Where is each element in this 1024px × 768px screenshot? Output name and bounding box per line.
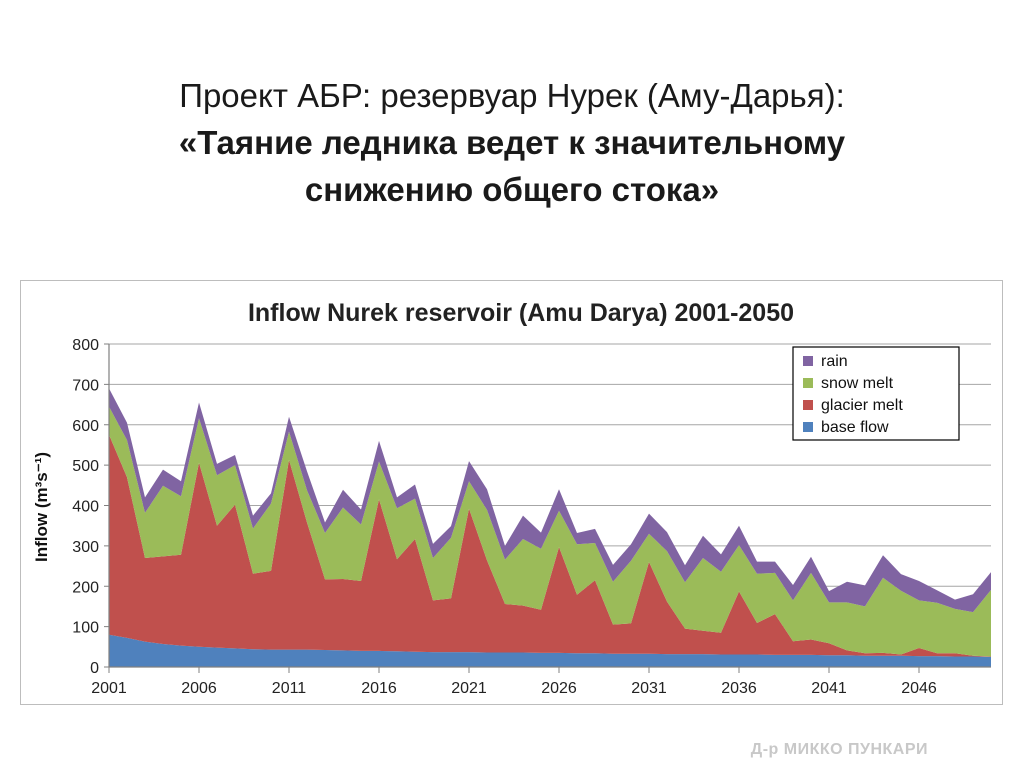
legend-label-snow-melt: snow melt xyxy=(821,375,894,392)
slide-title-line3: снижению общего стока» xyxy=(304,171,720,208)
y-tick-label-200: 200 xyxy=(72,579,99,596)
area-glacier-melt xyxy=(109,434,991,657)
x-tick-label-2006: 2006 xyxy=(181,680,217,697)
y-tick-label-600: 600 xyxy=(72,418,99,435)
chart-frame: Inflow Nurek reservoir (Amu Darya) 2001-… xyxy=(20,280,1003,705)
axes: 0 100 200 300 400 500 600 700 800 2001 2006 2011 201… xyxy=(72,337,991,697)
legend-swatch-glacier-melt xyxy=(803,400,813,410)
x-tick-label-2046: 2046 xyxy=(901,680,937,697)
legend-swatch-rain xyxy=(803,356,813,366)
y-tick-label-500: 500 xyxy=(72,458,99,475)
x-tick-label-2026: 2026 xyxy=(541,680,577,697)
slide-title: Проект АБР: резервуар Нурек (Аму-Дарья):… xyxy=(0,72,1024,213)
legend-box xyxy=(792,346,960,441)
chart-title: Inflow Nurek reservoir (Amu Darya) 2001-… xyxy=(248,299,794,327)
x-tick-label-2021: 2021 xyxy=(451,680,487,697)
y-tick-label-800: 800 xyxy=(72,337,99,354)
area-snow-melt xyxy=(109,406,991,657)
x-tick-label-2011: 2011 xyxy=(272,680,307,697)
legend: rain snow melt glacier melt base flow xyxy=(792,346,960,441)
author-credit: Д-р МИККО ПУНКАРИ xyxy=(750,741,928,758)
y-tick-label-100: 100 xyxy=(72,620,99,637)
legend-label-glacier-melt: glacier melt xyxy=(821,397,903,414)
y-axis-label: Inflow (m³s⁻¹) xyxy=(32,452,51,562)
y-tick-label-0: 0 xyxy=(90,660,99,677)
y-tick-label-700: 700 xyxy=(72,377,99,394)
slide-title-line1: Проект АБР: резервуар Нурек (Аму-Дарья): xyxy=(179,77,845,114)
inflow-chart: Inflow Nurek reservoir (Amu Darya) 2001-… xyxy=(32,299,991,697)
x-tick-label-2041: 2041 xyxy=(811,680,847,697)
y-tick-label-400: 400 xyxy=(72,499,99,516)
slide-title-line2: «Таяние ледника ведет к значительному xyxy=(178,124,846,161)
legend-swatch-base-flow xyxy=(803,422,813,432)
x-tick-label-2001: 2001 xyxy=(91,680,127,697)
area-base-flow xyxy=(109,634,991,667)
legend-label-rain: rain xyxy=(821,353,848,370)
x-tick-label-2031: 2031 xyxy=(631,680,667,697)
area-rain xyxy=(109,388,991,613)
x-tick-label-2016: 2016 xyxy=(361,680,397,697)
legend-label-base-flow: base flow xyxy=(821,419,889,436)
area-series xyxy=(109,388,991,667)
y-tick-label-300: 300 xyxy=(72,539,99,556)
legend-swatch-snow-melt xyxy=(803,378,813,388)
x-tick-label-2036: 2036 xyxy=(721,680,757,697)
